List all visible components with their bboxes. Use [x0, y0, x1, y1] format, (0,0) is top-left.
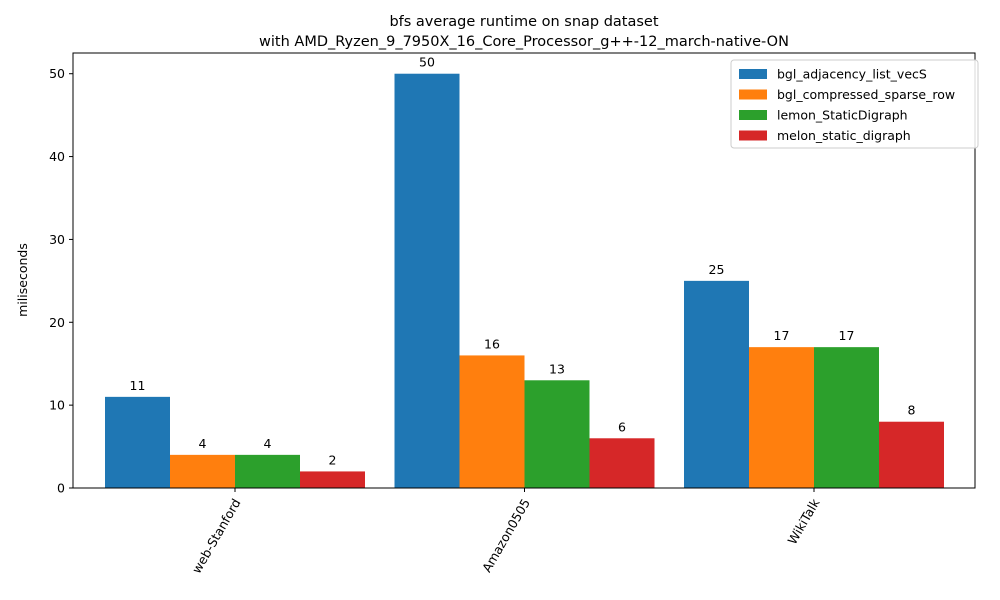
bar-melon_static_digraph-Amazon0505	[589, 438, 655, 488]
y-tick-label: 10	[49, 398, 65, 413]
data-label-bgl_adjacency_list_vecS-WikiTalk: 25	[709, 262, 725, 277]
bar-bgl_adjacency_list_vecS-WikiTalk	[684, 280, 749, 488]
legend-label-melon_static_digraph: melon_static_digraph	[777, 128, 911, 143]
data-label-melon_static_digraph-web-Stanford: 2	[329, 452, 337, 467]
bar-bgl_adjacency_list_vecS-Amazon0505	[394, 73, 460, 488]
legend-swatch-lemon_StaticDigraph	[739, 110, 767, 120]
legend-label-bgl_adjacency_list_vecS: bgl_adjacency_list_vecS	[777, 67, 927, 82]
data-label-bgl_adjacency_list_vecS-web-Stanford: 11	[130, 378, 146, 393]
x-tick-label: Amazon0505	[479, 496, 533, 575]
bar-bgl_adjacency_list_vecS-web-Stanford	[105, 396, 170, 488]
y-axis-label: miliseconds	[15, 243, 30, 317]
data-label-melon_static_digraph-Amazon0505: 6	[618, 419, 626, 434]
legend-box	[730, 59, 979, 149]
legend-label-bgl_compressed_sparse_row: bgl_compressed_sparse_row	[777, 87, 955, 102]
y-tick-label: 30	[49, 232, 65, 247]
legend-swatch-bgl_adjacency_list_vecS	[739, 69, 767, 79]
y-tick-label: 50	[49, 66, 65, 81]
data-label-lemon_StaticDigraph-web-Stanford: 4	[264, 436, 272, 451]
bar-lemon_StaticDigraph-Amazon0505	[524, 380, 590, 488]
legend-swatch-melon_static_digraph	[739, 130, 767, 141]
bar-melon_static_digraph-web-Stanford	[300, 471, 365, 488]
bar-lemon_StaticDigraph-web-Stanford	[235, 454, 300, 488]
data-label-lemon_StaticDigraph-WikiTalk: 17	[839, 328, 855, 343]
data-label-bgl_compressed_sparse_row-Amazon0505: 16	[484, 336, 500, 351]
x-tick-label: WikiTalk	[784, 495, 822, 547]
bar-melon_static_digraph-WikiTalk	[879, 421, 944, 488]
bar-bgl_compressed_sparse_row-web-Stanford	[170, 454, 235, 488]
bar-bgl_compressed_sparse_row-Amazon0505	[459, 355, 525, 488]
legend: bgl_adjacency_list_vecS bgl_compressed_sp…	[730, 59, 979, 149]
chart-title-line-1: bfs average runtime on snap dataset	[389, 14, 658, 30]
y-tick-label: 20	[49, 315, 65, 330]
bars-group: 11 50 25 4 16 17 4 13 17 2 6 8	[105, 55, 944, 488]
y-tick-label: 40	[49, 149, 65, 164]
data-label-melon_static_digraph-WikiTalk: 8	[908, 403, 916, 418]
legend-swatch-bgl_compressed_sparse_row	[739, 89, 767, 100]
x-tick-label: web-Stanford	[189, 496, 244, 576]
data-label-bgl_compressed_sparse_row-web-Stanford: 4	[199, 436, 207, 451]
data-label-lemon_StaticDigraph-Amazon0505: 13	[549, 361, 565, 376]
bar-bgl_compressed_sparse_row-WikiTalk	[749, 347, 814, 488]
data-label-bgl_adjacency_list_vecS-Amazon0505: 50	[419, 55, 435, 70]
data-label-bgl_compressed_sparse_row-WikiTalk: 17	[774, 328, 790, 343]
chart-title-line-2: with AMD_Ryzen_9_7950X_16_Core_Processor…	[259, 34, 789, 50]
y-tick-label: 0	[57, 481, 65, 496]
legend-label-lemon_StaticDigraph: lemon_StaticDigraph	[777, 108, 908, 123]
bar-lemon_StaticDigraph-WikiTalk	[814, 347, 879, 488]
